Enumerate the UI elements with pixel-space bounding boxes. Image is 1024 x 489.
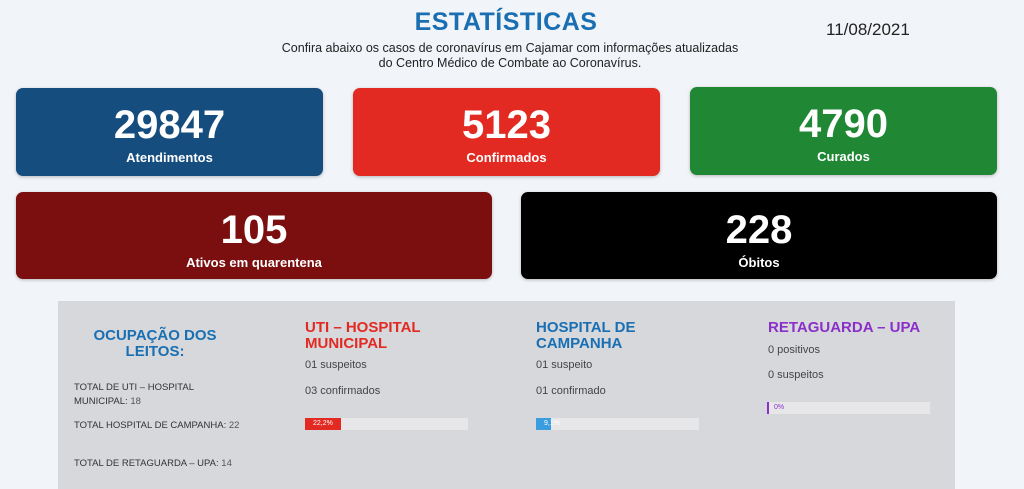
retaguarda-progress-bar: 0% xyxy=(767,402,930,414)
card-confirmados-label: Confirmados xyxy=(466,150,547,165)
page-subtitle: Confira abaixo os casos de coronavírus e… xyxy=(250,41,770,71)
card-ativos-label: Ativos em quarentena xyxy=(186,255,322,270)
card-ativos: 105 Ativos em quarentena xyxy=(16,192,492,279)
stat-total-uti-label: TOTAL DE UTI – HOSPITAL MUNICIPAL: xyxy=(74,382,194,407)
stat-total-campanha: TOTAL HOSPITAL DE CAMPANHA: 22 xyxy=(74,419,244,433)
stat-total-retaguarda-value: 14 xyxy=(221,458,232,469)
card-curados: 4790 Curados xyxy=(690,87,997,175)
card-atendimentos: 29847 Atendimentos xyxy=(16,88,323,176)
card-atendimentos-label: Atendimentos xyxy=(126,150,213,165)
card-curados-value: 4790 xyxy=(799,102,888,146)
card-obitos-label: Óbitos xyxy=(738,255,780,270)
campanha-confirmado: 01 confirmado xyxy=(536,385,606,397)
retaguarda-positivos: 0 positivos xyxy=(768,344,820,356)
stat-total-uti: TOTAL DE UTI – HOSPITAL MUNICIPAL: 18 xyxy=(74,381,244,409)
card-confirmados: 5123 Confirmados xyxy=(353,88,660,176)
subtitle-line-1: Confira abaixo os casos de coronavírus e… xyxy=(281,41,739,55)
uti-title-line-2: MUNICIPAL xyxy=(305,335,388,352)
campanha-title: HOSPITAL DE CAMPANHA xyxy=(536,320,686,352)
subtitle-line-2: do Centro Médico de Combate ao Coronavír… xyxy=(378,56,642,70)
bed-occupancy-title: OCUPAÇÃO DOS LEITOS: xyxy=(82,328,228,360)
card-ativos-value: 105 xyxy=(220,208,288,252)
page-title: ESTATÍSTICAS xyxy=(414,8,598,36)
retaguarda-suspeitos: 0 suspeitos xyxy=(768,369,824,381)
uti-progress-label: 22,2% xyxy=(313,420,333,427)
update-date: 11/08/2021 xyxy=(826,20,910,39)
retaguarda-title: RETAGUARDA – UPA xyxy=(768,319,921,336)
bed-occupancy-title-line-2: LEITOS: xyxy=(125,343,185,360)
card-obitos-value: 228 xyxy=(725,208,793,252)
campanha-progress-bar: 9,1% xyxy=(536,418,699,430)
stat-total-campanha-value: 22 xyxy=(228,420,240,431)
uti-suspeitos: 01 suspeitos xyxy=(305,359,367,371)
campanha-progress-label: 9,1% xyxy=(544,420,560,427)
campanha-title-line-2: CAMPANHA xyxy=(536,335,623,352)
card-obitos: 228 Óbitos xyxy=(521,192,997,279)
card-atendimentos-value: 29847 xyxy=(113,103,226,147)
stat-total-retaguarda-label: TOTAL DE RETAGUARDA – UPA: xyxy=(74,458,219,469)
uti-progress-bar: 22,2% xyxy=(305,418,468,430)
stat-total-retaguarda: TOTAL DE RETAGUARDA – UPA: 14 xyxy=(74,457,244,471)
bed-occupancy-panel xyxy=(58,301,955,489)
card-curados-label: Curados xyxy=(817,149,870,164)
card-confirmados-value: 5123 xyxy=(462,103,551,147)
retaguarda-progress-fill xyxy=(767,402,769,414)
uti-progress-fill xyxy=(305,418,342,430)
uti-confirmados: 03 confirmados xyxy=(305,385,381,397)
uti-title: UTI – HOSPITAL MUNICIPAL xyxy=(305,320,475,352)
campanha-progress-fill xyxy=(536,418,551,430)
stat-total-uti-value: 18 xyxy=(130,396,141,407)
bed-occupancy-title-line-1: OCUPAÇÃO DOS xyxy=(93,327,217,344)
retaguarda-progress-label: 0% xyxy=(774,404,785,411)
campanha-suspeito: 01 suspeito xyxy=(536,359,593,371)
campanha-title-line-1: HOSPITAL DE xyxy=(536,319,636,336)
stat-total-campanha-label: TOTAL HOSPITAL DE CAMPANHA: xyxy=(74,420,227,431)
uti-title-line-1: UTI – HOSPITAL xyxy=(305,319,421,336)
